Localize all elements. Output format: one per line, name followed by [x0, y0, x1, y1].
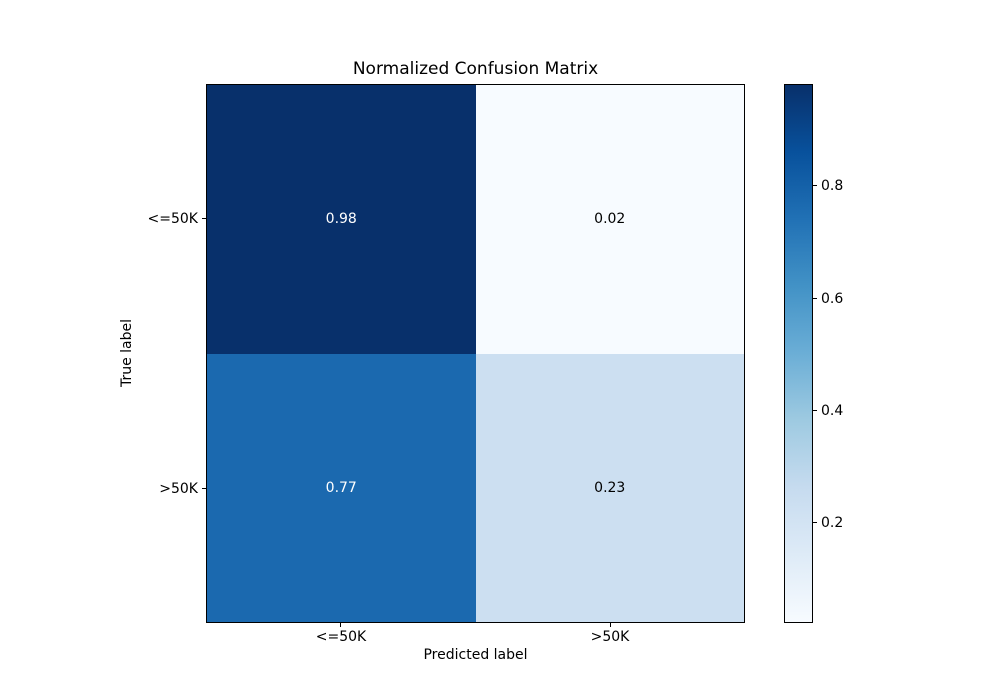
y-tick-mark: [202, 218, 206, 219]
matrix-cell-true-le50k-pred-gt50k: 0.02: [475, 85, 744, 354]
matrix-cell-true-gt50k-pred-gt50k: 0.23: [475, 353, 744, 622]
cell-value: 0.23: [594, 479, 626, 496]
cell-value: 0.98: [325, 211, 357, 228]
cell-value: 0.02: [594, 211, 626, 228]
colorbar-tick-label: 0.8: [821, 178, 844, 194]
matrix-cell-true-gt50k-pred-le50k: 0.77: [207, 353, 476, 622]
chart-title: Normalized Confusion Matrix: [352, 59, 599, 79]
colorbar-tick-label: 0.6: [821, 291, 844, 307]
colorbar-tick-mark: [813, 410, 817, 411]
colorbar-tick-mark: [813, 522, 817, 523]
y-tick-label: <=50K: [147, 211, 198, 227]
heatmap-axes: 0.98 0.02 0.77 0.23: [206, 84, 745, 623]
x-tick-mark: [340, 623, 341, 627]
cell-value: 0.77: [325, 479, 357, 496]
x-tick-label: <=50K: [315, 629, 367, 645]
x-tick-mark: [610, 623, 611, 627]
y-axis-label: True label: [119, 318, 135, 388]
x-axis-label: Predicted label: [423, 647, 528, 663]
colorbar-tick-label: 0.4: [821, 403, 844, 419]
colorbar-tick-mark: [813, 185, 817, 186]
x-tick-label: >50K: [590, 629, 630, 645]
colorbar-gradient: [784, 84, 813, 623]
y-tick-label: >50K: [159, 481, 198, 497]
matrix-cell-true-le50k-pred-le50k: 0.98: [207, 85, 476, 354]
colorbar-tick-mark: [813, 298, 817, 299]
colorbar-tick-label: 0.2: [821, 515, 844, 531]
y-tick-mark: [202, 488, 206, 489]
